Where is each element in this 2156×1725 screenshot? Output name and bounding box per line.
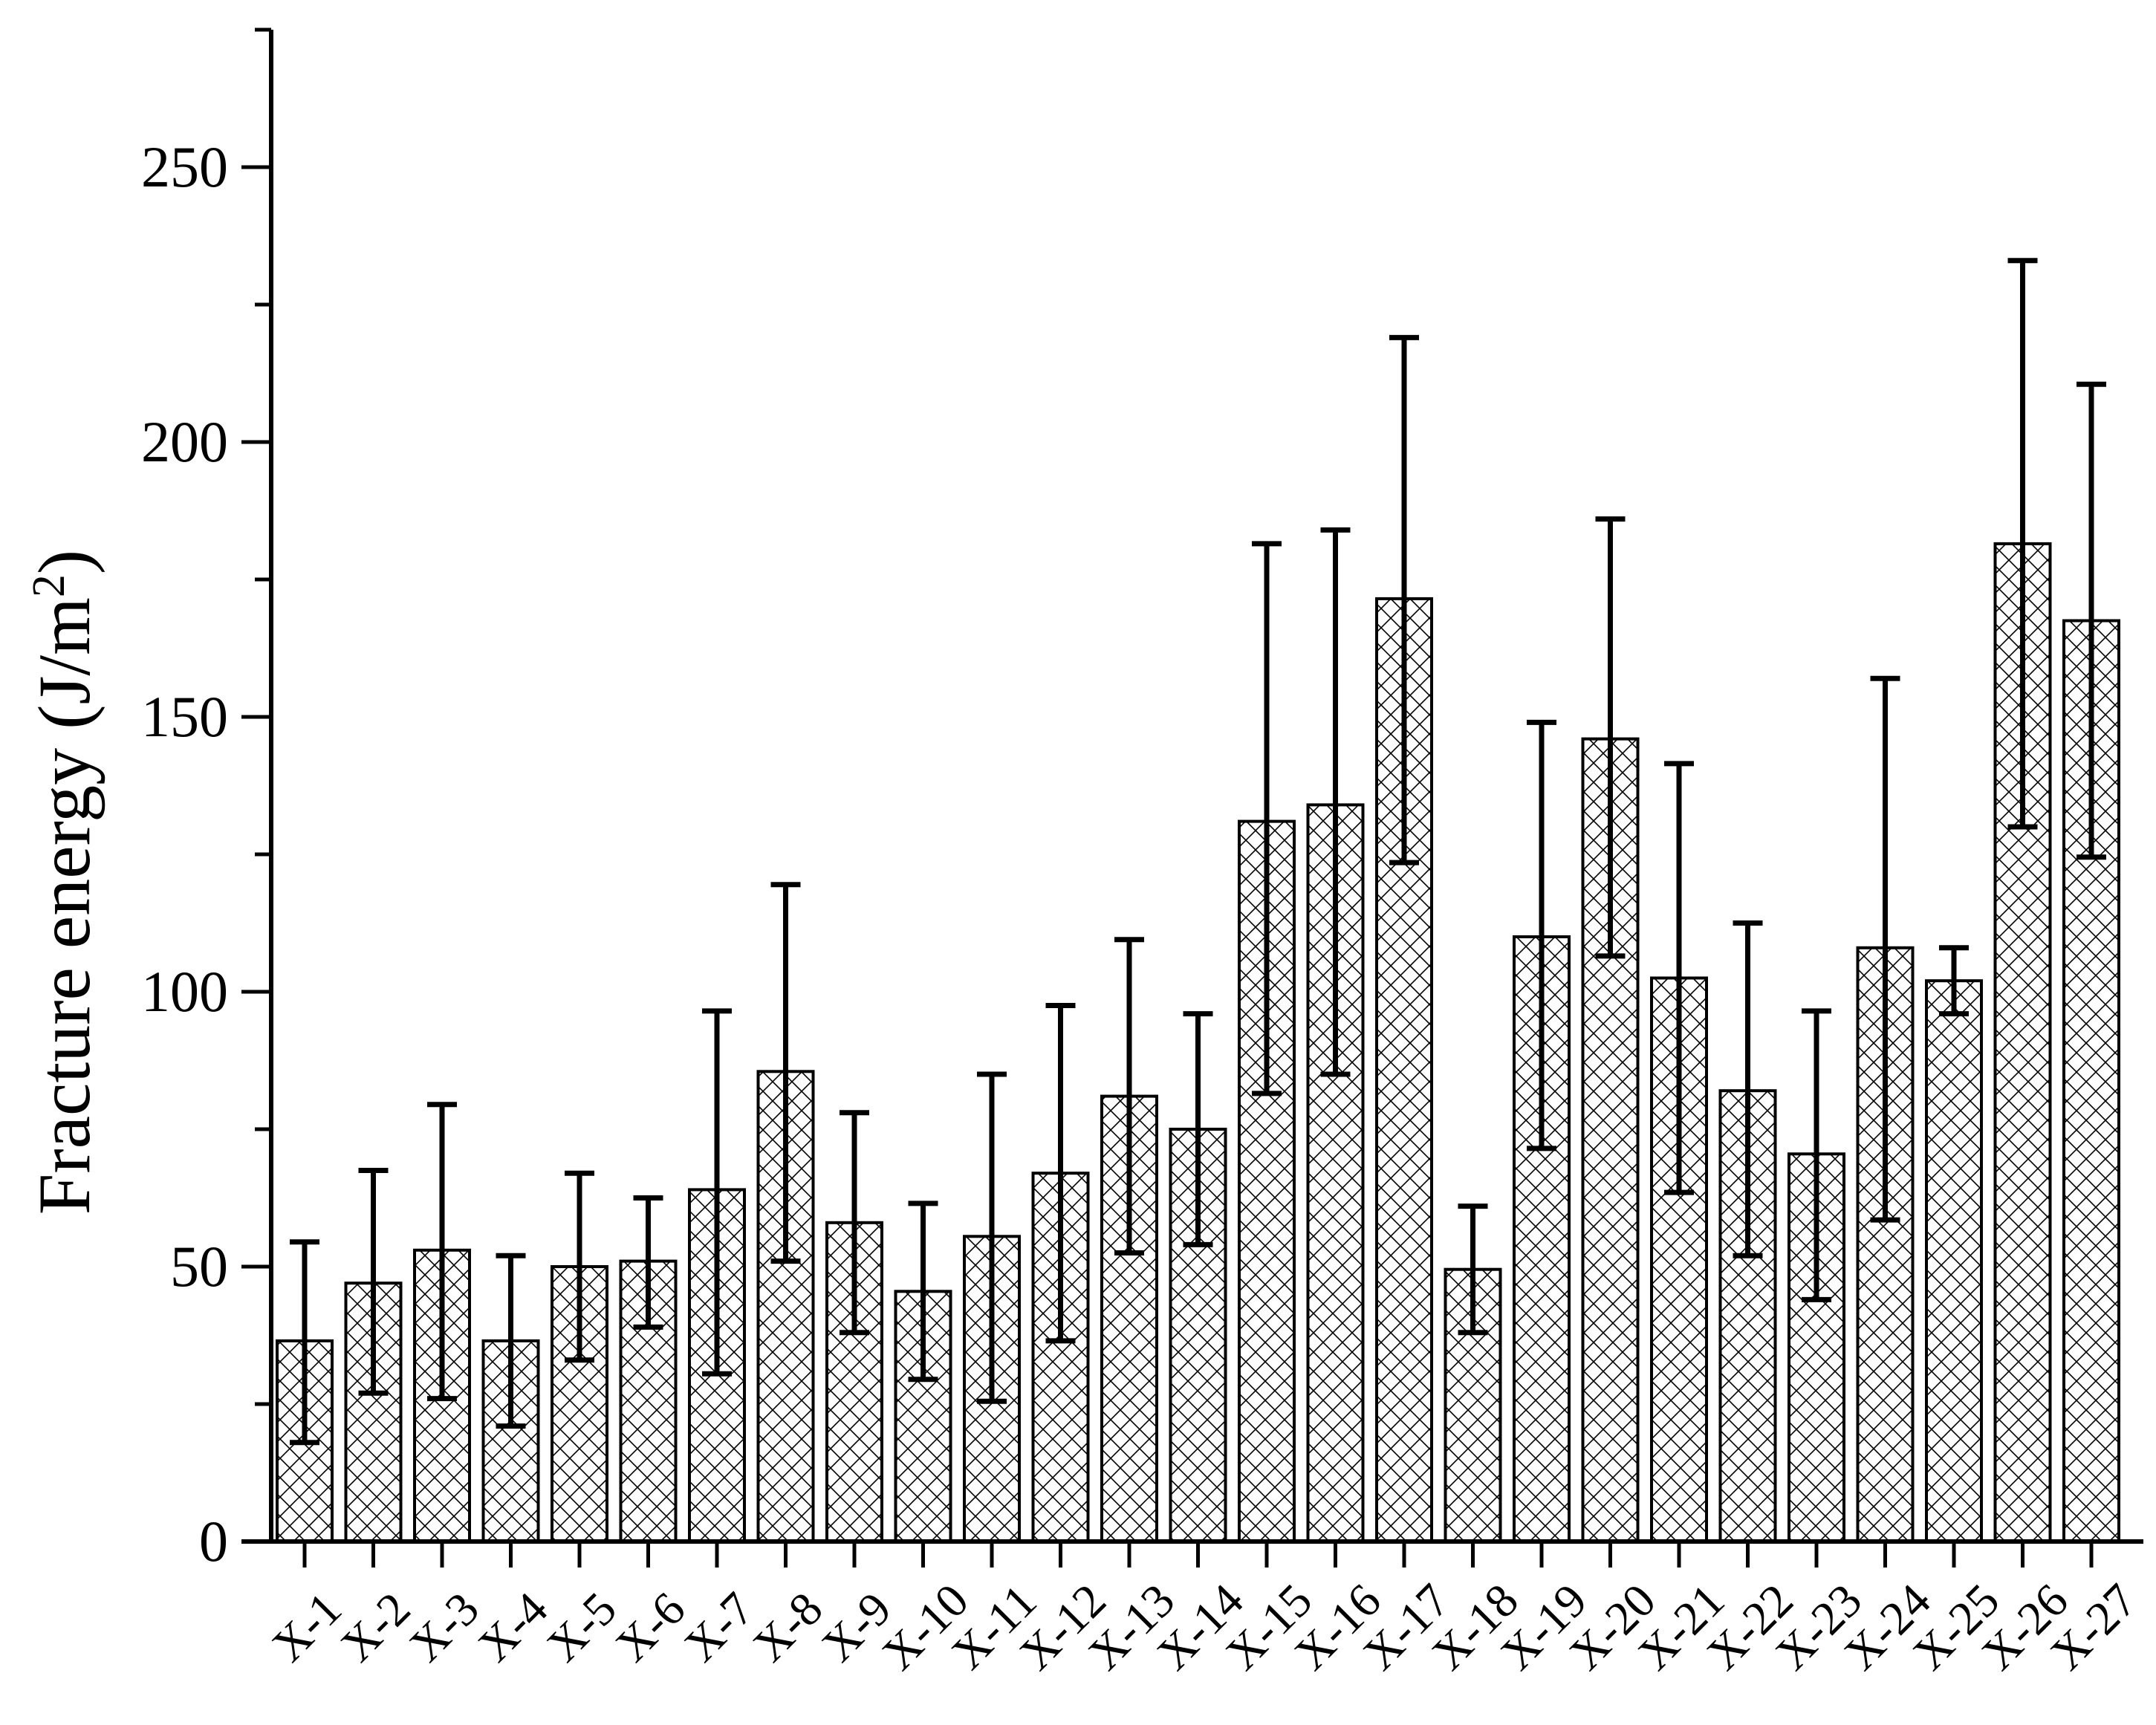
- error-bar-x-1: [290, 1239, 319, 1446]
- x-ticks: X-1X-2X-3X-4X-5X-6X-7X-8X-9X-10X-11X-12X…: [262, 1542, 2146, 1680]
- error-bar-x-3: [427, 1102, 457, 1402]
- y-axis-title-main: Fracture energy (J/m: [23, 597, 105, 1215]
- error-bar-x-26: [2007, 258, 2038, 830]
- error-bar-x-21: [1664, 761, 1694, 1195]
- error-bar-x-7: [702, 1008, 732, 1377]
- error-bar-x-9: [840, 1110, 869, 1336]
- error-bar-x-4: [496, 1253, 526, 1429]
- error-bar-x-12: [1045, 1003, 1076, 1344]
- error-bar-x-25: [1939, 945, 1969, 1017]
- error-bar-x-8: [770, 882, 801, 1264]
- error-bar-x-16: [1320, 527, 1351, 1077]
- bar-x-4: [481, 1339, 540, 1544]
- y-ticks: 0 50 100 150 200 250: [141, 27, 271, 1573]
- y-tick-label: 200: [141, 409, 228, 474]
- error-bar-x-18: [1458, 1203, 1488, 1336]
- y-tick-label: 100: [141, 959, 228, 1024]
- error-bar-x-22: [1733, 920, 1763, 1258]
- y-axis-title-superscript: 2: [24, 574, 74, 597]
- error-bar-x-24: [1870, 675, 1900, 1223]
- error-bar-x-10: [908, 1201, 938, 1383]
- y-tick-label: 50: [170, 1234, 228, 1299]
- error-bar-x-6: [633, 1195, 663, 1330]
- bar-x-25: [1925, 979, 1983, 1543]
- bar-x-17: [1375, 597, 1433, 1543]
- axes: [241, 30, 2143, 1544]
- error-bar-x-27: [2077, 381, 2106, 860]
- error-bars-layer: [290, 258, 2106, 1446]
- y-tick-label: 150: [141, 684, 228, 749]
- error-bar-x-20: [1595, 516, 1626, 959]
- error-bar-x-2: [358, 1168, 389, 1396]
- y-tick-label: 0: [199, 1509, 228, 1573]
- error-bar-x-13: [1114, 937, 1144, 1255]
- error-bar-x-19: [1527, 719, 1556, 1151]
- error-bar-x-14: [1183, 1011, 1213, 1247]
- error-bar-x-17: [1389, 334, 1419, 865]
- y-axis-title: Fracture energy (J/m2): [23, 550, 105, 1215]
- error-bar-x-5: [565, 1170, 594, 1363]
- y-tick-label: 250: [141, 134, 228, 199]
- error-bar-x-15: [1252, 541, 1282, 1097]
- error-bar-x-11: [977, 1071, 1007, 1404]
- y-axis-title-close: ): [23, 550, 105, 574]
- error-bar-x-23: [1802, 1008, 1831, 1302]
